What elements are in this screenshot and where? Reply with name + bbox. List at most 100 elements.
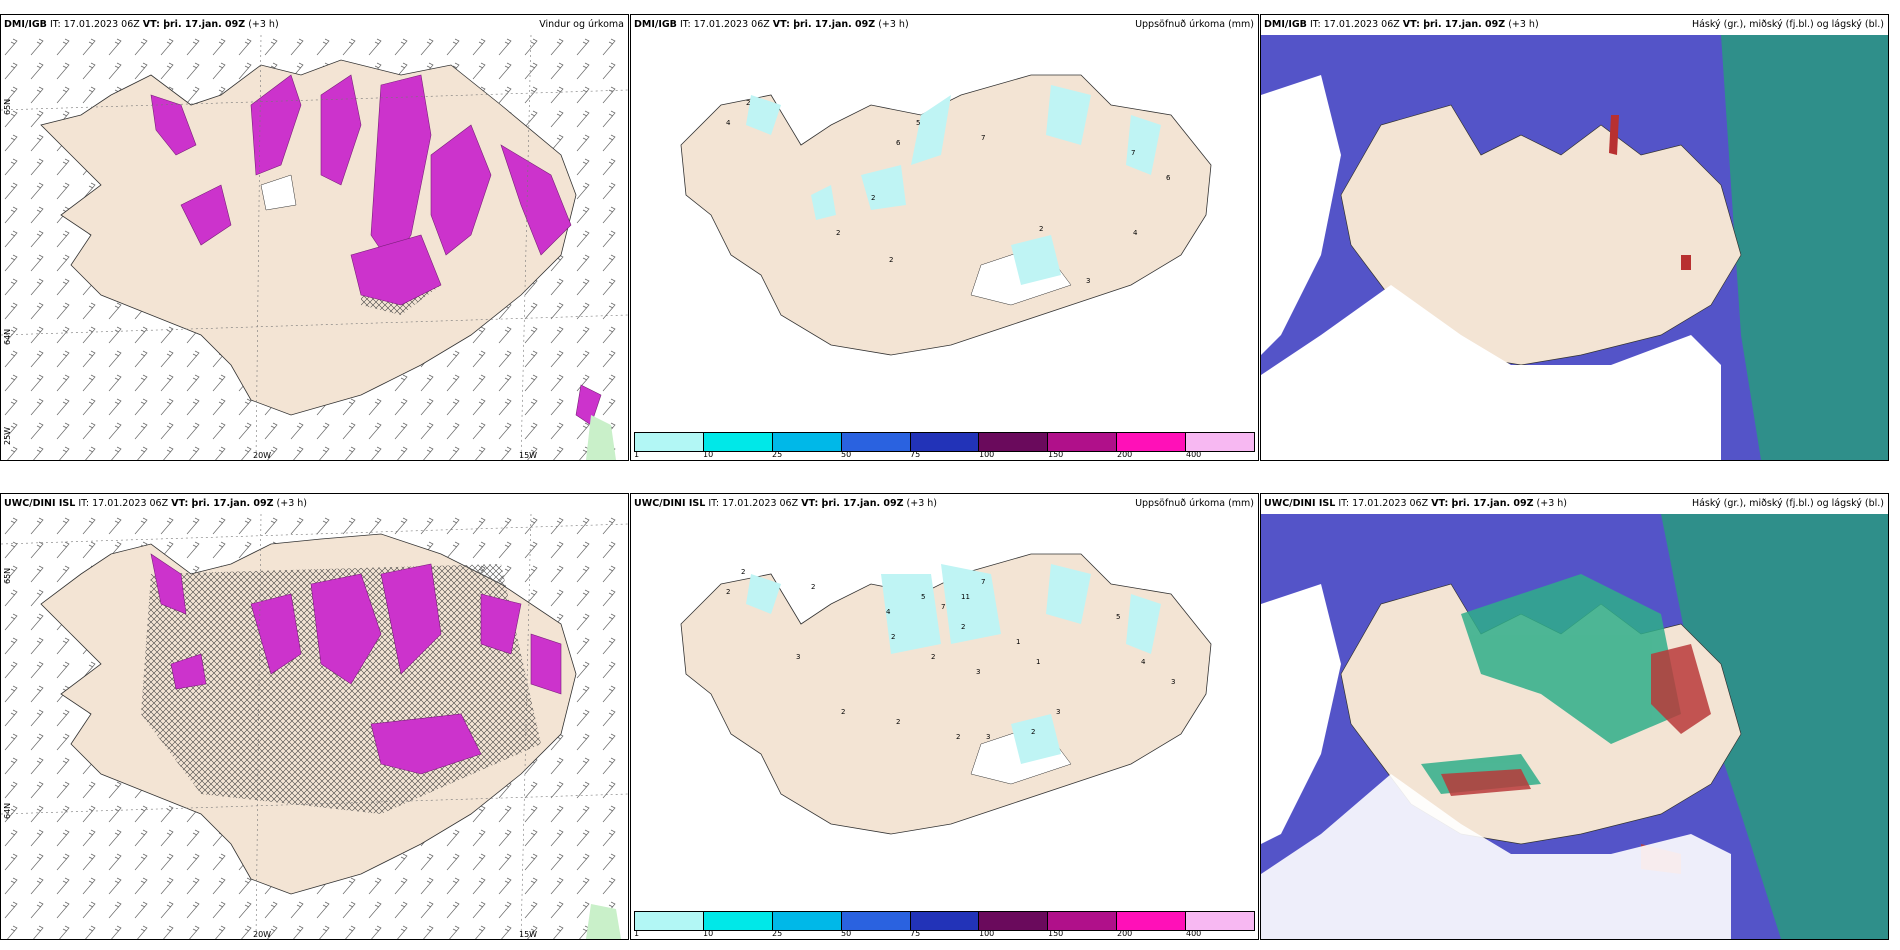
valid-time: VT: þri. 17.jan. 09Z xyxy=(142,19,246,30)
accum-value: 4 xyxy=(1133,229,1138,237)
wind-precip-map xyxy=(1,35,628,460)
scale-label: 50 xyxy=(841,450,852,459)
scale-segment xyxy=(1186,912,1255,930)
accum-value: 2 xyxy=(931,653,935,661)
accum-value: 1 xyxy=(1036,658,1040,666)
panel-header: UWC/DINI ISL IT: 17.01.2023 06Z VT: þri.… xyxy=(1,494,628,514)
scale-label: 10 xyxy=(703,929,714,938)
scale-label: 50 xyxy=(841,929,852,938)
accum-value: 4 xyxy=(1141,658,1146,666)
scale-label: 150 xyxy=(1048,450,1064,459)
accum-precip-map: 2 2 2 3 4 5 7 11 7 2 2 2 1 3 1 2 2 2 3 2… xyxy=(680,553,1212,835)
lead-time: (+3 h) xyxy=(1508,19,1539,30)
panel-title: Uppsöfnuð úrkoma (mm) xyxy=(1135,498,1254,509)
panel-dmi-accum: DMI/IGB IT: 17.01.2023 06Z VT: þri. 17.j… xyxy=(630,14,1259,461)
accum-value: 2 xyxy=(726,588,730,596)
accum-value: 2 xyxy=(889,256,893,264)
scale-segment xyxy=(703,433,773,451)
scale-label: 200 xyxy=(1117,929,1133,938)
valid-time: VT: þri. 17.jan. 09Z xyxy=(171,498,274,509)
accum-value: 7 xyxy=(981,578,985,586)
panel-header: DMI/IGB IT: 17.01.2023 06Z VT: þri. 17.j… xyxy=(1261,15,1888,35)
accum-value: 2 xyxy=(841,708,845,716)
scale-segment xyxy=(1048,912,1118,930)
scale-label: 400 xyxy=(1186,929,1202,938)
iceland-land xyxy=(680,553,1212,835)
panel-title: Uppsöfnuð úrkoma (mm) xyxy=(1135,19,1254,30)
lead-time: (+3 h) xyxy=(1536,498,1568,509)
accum-value: 7 xyxy=(941,603,945,611)
scale-segment xyxy=(979,912,1049,930)
accum-value-labels: 2 2 2 3 4 5 7 11 7 2 2 2 1 3 1 2 2 2 3 2… xyxy=(726,568,1175,741)
lat-label-65n: 65N xyxy=(3,567,12,584)
accum-value: 5 xyxy=(916,119,920,127)
scale-segment xyxy=(1117,912,1187,930)
accum-precip-map: 2 4 2 5 6 7 2 2 2 3 4 7 6 xyxy=(680,74,1212,356)
scale-segment xyxy=(910,433,980,451)
scale-label: 75 xyxy=(910,450,921,459)
scale-label: 10 xyxy=(703,450,714,459)
high-cloud-spots xyxy=(1609,115,1691,270)
lead-time: (+3 h) xyxy=(906,498,938,509)
panel-title: Háský (gr.), miðský (fj.bl.) og lágský (… xyxy=(1691,498,1884,509)
accum-value: 2 xyxy=(836,229,840,237)
accum-value: 4 xyxy=(886,608,891,616)
accum-value-labels: 2 4 2 5 6 7 2 2 2 3 4 7 6 xyxy=(726,99,1171,285)
scale-label: 25 xyxy=(772,929,783,938)
accum-value: 7 xyxy=(981,134,985,142)
accum-value: 2 xyxy=(896,718,900,726)
scale-label: 150 xyxy=(1048,929,1064,938)
accum-value: 3 xyxy=(1171,678,1175,686)
model-name: DMI/IGB xyxy=(4,19,47,30)
valid-time: VT: þri. 17.jan. 09Z xyxy=(1402,19,1506,30)
scale-label: 1 xyxy=(634,929,640,938)
init-time: IT: 17.01.2023 06Z xyxy=(1338,498,1429,509)
accum-value: 2 xyxy=(871,194,875,202)
scale-segment xyxy=(979,433,1049,451)
lead-time: (+3 h) xyxy=(878,19,909,30)
valid-time: VT: þri. 17.jan. 09Z xyxy=(801,498,904,509)
accum-value: 11 xyxy=(961,593,970,601)
lon-label-15w: 15W xyxy=(519,451,538,460)
panel-header: UWC/DINI ISL IT: 17.01.2023 06Z VT: þri.… xyxy=(631,494,1258,514)
accum-value: 6 xyxy=(1166,174,1171,182)
precip-color-scale: 1 10 25 50 75 100 150 200 400 xyxy=(631,430,1258,460)
lat-label-65n: 65N xyxy=(3,98,12,115)
wind-precip-map xyxy=(1,514,628,939)
accum-value: 4 xyxy=(726,119,731,127)
model-name: UWC/DINI ISL xyxy=(4,498,76,509)
accum-value: 2 xyxy=(811,583,815,591)
scale-label: 100 xyxy=(979,450,995,459)
valid-time: VT: þri. 17.jan. 09Z xyxy=(772,19,876,30)
model-name: DMI/IGB xyxy=(1264,19,1307,30)
scale-segment xyxy=(635,433,704,451)
panel-uwc-wind: UWC/DINI ISL IT: 17.01.2023 06Z VT: þri.… xyxy=(0,493,629,940)
accum-value: 2 xyxy=(1031,728,1035,736)
panel-uwc-cloud: UWC/DINI ISL IT: 17.01.2023 06Z VT: þri.… xyxy=(1260,493,1889,940)
accum-value: 3 xyxy=(1086,277,1090,285)
init-time: IT: 17.01.2023 06Z xyxy=(1309,19,1400,30)
lon-label-15w: 15W xyxy=(519,930,538,939)
scale-segment xyxy=(1048,433,1118,451)
scale-segment xyxy=(635,912,704,930)
scale-segment xyxy=(841,433,911,451)
accum-value: 2 xyxy=(741,568,745,576)
init-time: IT: 17.01.2023 06Z xyxy=(679,19,770,30)
accum-value: 3 xyxy=(796,653,800,661)
accum-value: 7 xyxy=(1131,149,1135,157)
scale-label: 100 xyxy=(979,929,995,938)
scale-label: 200 xyxy=(1117,450,1133,459)
lat-label-64n: 64N xyxy=(3,802,12,819)
precip-color-scale: 1 10 25 50 75 100 150 200 400 xyxy=(631,909,1258,939)
scale-segment xyxy=(1186,433,1255,451)
scale-segment xyxy=(703,912,773,930)
lead-time: (+3 h) xyxy=(276,498,308,509)
scale-label: 75 xyxy=(910,929,921,938)
accum-value: 1 xyxy=(1016,638,1020,646)
panel-uwc-accum: UWC/DINI ISL IT: 17.01.2023 06Z VT: þri.… xyxy=(630,493,1259,940)
scale-label: 1 xyxy=(634,450,640,459)
scale-label: 400 xyxy=(1186,450,1202,459)
panel-title: Háský (gr.), miðský (fj.bl.) og lágský (… xyxy=(1691,19,1884,30)
accum-value: 2 xyxy=(746,99,750,107)
scale-segment xyxy=(772,912,842,930)
